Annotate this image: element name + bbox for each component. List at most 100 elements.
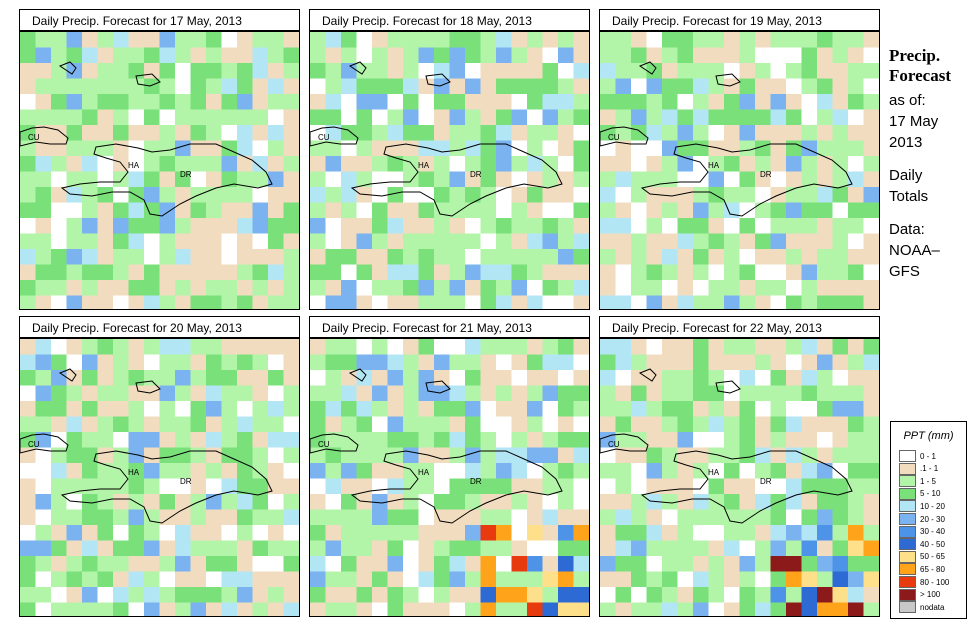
- grid-cell: [527, 171, 543, 188]
- grid-cell: [693, 447, 709, 464]
- grid-cell: [175, 416, 191, 433]
- grid-cell: [832, 587, 849, 603]
- grid-cell: [496, 509, 512, 526]
- grid-cell: [356, 447, 373, 464]
- grid-cell: [268, 463, 284, 479]
- grid-cell: [449, 540, 466, 557]
- grid-cell: [863, 494, 879, 510]
- grid-cell: [662, 171, 678, 188]
- grid-cell: [283, 280, 299, 296]
- grid-cell: [113, 509, 129, 526]
- grid-cell: [863, 463, 879, 479]
- grid-cell: [786, 171, 802, 188]
- grid-cell: [341, 571, 357, 588]
- grid-cell: [646, 571, 663, 588]
- grid-cell: [66, 525, 83, 541]
- grid-cell: [51, 187, 67, 203]
- grid-cell: [252, 602, 269, 616]
- grid-cell: [770, 47, 787, 64]
- grid-cell: [511, 47, 528, 64]
- forecast-panel-1: Daily Precip. Forecast for 17 May, 2013 …: [19, 9, 300, 310]
- grid-cell: [755, 447, 771, 464]
- grid-cell: [35, 264, 52, 281]
- grid-cell: [325, 509, 342, 526]
- grid-cell: [770, 370, 787, 386]
- grid-cell: [283, 370, 299, 386]
- grid-cell: [662, 587, 678, 603]
- grid-cell: [283, 432, 299, 448]
- grid-cell: [739, 478, 756, 495]
- grid-cell: [175, 264, 191, 281]
- grid-cell: [387, 587, 404, 603]
- grid-cell: [51, 385, 67, 402]
- grid-cell: [268, 47, 284, 64]
- grid-cell: [221, 156, 238, 172]
- grid-cell: [770, 416, 787, 433]
- grid-cell: [418, 494, 435, 510]
- grid-cell: [82, 339, 98, 355]
- grid-cell: [341, 280, 357, 296]
- grid-cell: [51, 401, 67, 417]
- grid-cell: [128, 47, 145, 64]
- grid-cell: [770, 280, 787, 296]
- grid-cell: [724, 587, 740, 603]
- grid-cell: [449, 109, 466, 126]
- grid-cell: [128, 295, 145, 309]
- grid-cell: [268, 370, 284, 386]
- grid-cell: [356, 540, 373, 557]
- grid-cell: [542, 478, 559, 495]
- grid-cell: [221, 509, 238, 526]
- grid-cell: [268, 525, 284, 541]
- grid-cell: [310, 571, 326, 588]
- grid-cell: [770, 295, 787, 309]
- grid-cell: [708, 233, 725, 250]
- grid-cell: [66, 432, 83, 448]
- grid-cell: [817, 416, 833, 433]
- country-label: DR: [760, 477, 772, 486]
- grid-cell: [817, 556, 833, 572]
- grid-cell: [770, 525, 787, 541]
- grid-cell: [372, 509, 388, 526]
- grid-cell: [268, 32, 284, 48]
- grid-cell: [159, 587, 176, 603]
- grid-cell: [724, 540, 740, 557]
- grid-cell: [863, 32, 879, 48]
- grid-cell: [848, 370, 864, 386]
- grid-cell: [573, 109, 589, 126]
- grid-cell: [693, 602, 709, 616]
- grid-cell: [356, 295, 373, 309]
- grid-cell: [20, 264, 36, 281]
- grid-cell: [51, 78, 67, 95]
- grid-cell: [387, 202, 404, 219]
- grid-cell: [403, 556, 419, 572]
- grid-cell: [817, 432, 833, 448]
- grid-cell: [708, 140, 725, 157]
- grid-cell: [268, 140, 284, 157]
- grid-cell: [527, 556, 543, 572]
- grid-cell: [573, 187, 589, 203]
- grid-cell: [144, 401, 160, 417]
- grid-cell: [542, 202, 559, 219]
- grid-cell: [237, 540, 253, 557]
- grid-cell: [558, 94, 574, 110]
- grid-cell: [66, 171, 83, 188]
- grid-cell: [252, 354, 269, 371]
- grid-cell: [434, 354, 450, 371]
- grid-cell: [372, 264, 388, 281]
- grid-cell: [418, 447, 435, 464]
- grid-cell: [387, 78, 404, 95]
- grid-cell: [159, 540, 176, 557]
- grid-cell: [237, 94, 253, 110]
- grid-cell: [221, 233, 238, 250]
- grid-cell: [206, 354, 222, 371]
- grid-cell: [646, 78, 663, 95]
- grid-cell: [51, 525, 67, 541]
- grid-cell: [82, 463, 98, 479]
- grid-cell: [341, 295, 357, 309]
- grid-cell: [573, 156, 589, 172]
- grid-cell: [190, 478, 207, 495]
- grid-cell: [693, 187, 709, 203]
- grid-cell: [51, 571, 67, 588]
- grid-cell: [113, 354, 129, 371]
- grid-cell: [677, 249, 694, 265]
